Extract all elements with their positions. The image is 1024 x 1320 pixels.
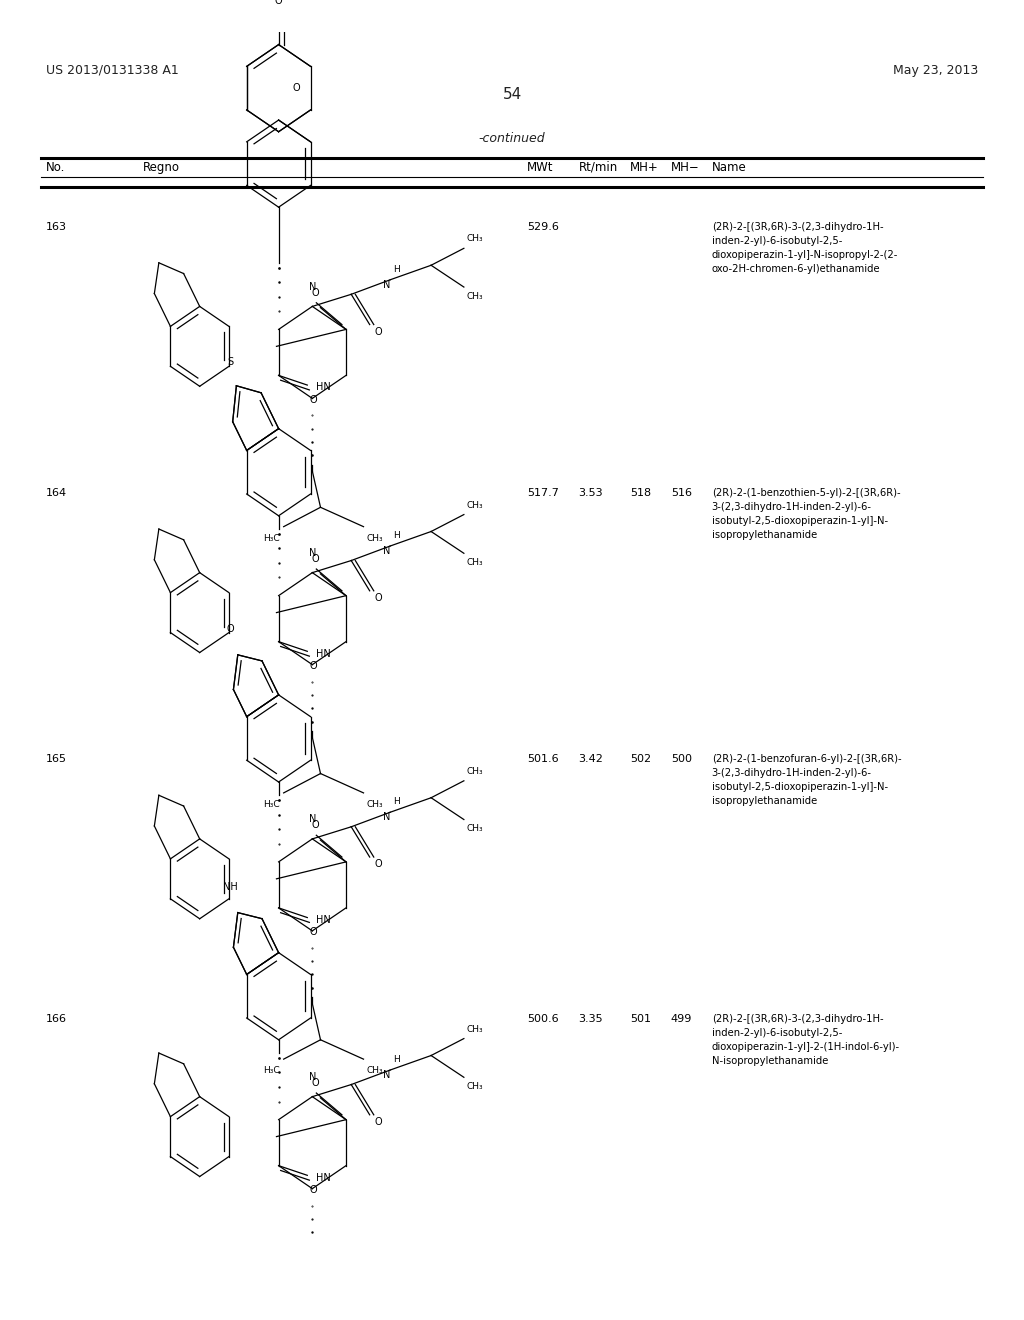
Text: H: H: [393, 797, 400, 807]
Text: MH−: MH−: [671, 161, 699, 174]
Text: 500: 500: [671, 754, 692, 764]
Text: N: N: [308, 282, 316, 292]
Text: 518: 518: [630, 488, 651, 498]
Text: CH₃: CH₃: [467, 1024, 483, 1034]
Text: CH₃: CH₃: [467, 292, 483, 301]
Text: O: O: [274, 0, 283, 5]
Text: HN: HN: [316, 383, 331, 392]
Text: O: O: [375, 1117, 382, 1127]
Text: 502: 502: [630, 754, 651, 764]
Text: O: O: [309, 395, 317, 405]
Text: CH₃: CH₃: [367, 800, 383, 809]
Text: O: O: [293, 83, 300, 94]
Text: -continued: -continued: [478, 132, 546, 145]
Text: 166: 166: [46, 1014, 68, 1024]
Text: 164: 164: [46, 488, 68, 498]
Text: H₃C: H₃C: [263, 533, 280, 543]
Text: H: H: [393, 1055, 400, 1064]
Text: US 2013/0131338 A1: US 2013/0131338 A1: [46, 63, 179, 77]
Text: NH: NH: [223, 882, 238, 892]
Text: O: O: [311, 554, 319, 564]
Text: O: O: [309, 927, 317, 937]
Text: 529.6: 529.6: [527, 222, 559, 232]
Text: CH₃: CH₃: [467, 558, 483, 568]
Text: N: N: [308, 814, 316, 825]
Text: CH₃: CH₃: [467, 767, 483, 776]
Text: O: O: [309, 1185, 317, 1195]
Text: Name: Name: [712, 161, 746, 174]
Text: 500.6: 500.6: [527, 1014, 559, 1024]
Text: CH₃: CH₃: [467, 500, 483, 510]
Text: 54: 54: [503, 87, 521, 102]
Text: N: N: [383, 1071, 391, 1080]
Text: MH+: MH+: [630, 161, 658, 174]
Text: CH₃: CH₃: [367, 533, 383, 543]
Text: May 23, 2013: May 23, 2013: [893, 63, 978, 77]
Text: N: N: [383, 812, 391, 822]
Text: 516: 516: [671, 488, 692, 498]
Text: HN: HN: [316, 915, 331, 925]
Text: O: O: [311, 1078, 319, 1088]
Text: N: N: [308, 1072, 316, 1082]
Text: O: O: [226, 624, 234, 634]
Text: N: N: [308, 548, 316, 558]
Text: HN: HN: [316, 1172, 331, 1183]
Text: 501.6: 501.6: [527, 754, 559, 764]
Text: H: H: [393, 265, 400, 273]
Text: 517.7: 517.7: [527, 488, 559, 498]
Text: 163: 163: [46, 222, 68, 232]
Text: 499: 499: [671, 1014, 692, 1024]
Text: Rt/min: Rt/min: [579, 161, 617, 174]
Text: O: O: [311, 821, 319, 830]
Text: H: H: [393, 531, 400, 540]
Text: N: N: [383, 280, 391, 289]
Text: HN: HN: [316, 648, 331, 659]
Text: Regno: Regno: [143, 161, 180, 174]
Text: O: O: [375, 593, 382, 603]
Text: (2R)-2-(1-benzofuran-6-yl)-2-[(3R,6R)-
3-(2,3-dihydro-1H-inden-2-yl)-6-
isobutyl: (2R)-2-(1-benzofuran-6-yl)-2-[(3R,6R)- 3…: [712, 754, 901, 807]
Text: 165: 165: [46, 754, 68, 764]
Text: No.: No.: [46, 161, 66, 174]
Text: N: N: [383, 546, 391, 556]
Text: S: S: [227, 358, 233, 367]
Text: H₃C: H₃C: [263, 1067, 280, 1076]
Text: 3.35: 3.35: [579, 1014, 603, 1024]
Text: 3.53: 3.53: [579, 488, 603, 498]
Text: 3.42: 3.42: [579, 754, 603, 764]
Text: O: O: [375, 327, 382, 337]
Text: (2R)-2-[(3R,6R)-3-(2,3-dihydro-1H-
inden-2-yl)-6-isobutyl-2,5-
dioxopiperazin-1-: (2R)-2-[(3R,6R)-3-(2,3-dihydro-1H- inden…: [712, 1014, 900, 1067]
Text: CH₃: CH₃: [467, 1082, 483, 1092]
Text: O: O: [309, 661, 317, 671]
Text: CH₃: CH₃: [467, 235, 483, 243]
Text: CH₃: CH₃: [467, 825, 483, 833]
Text: H₃C: H₃C: [263, 800, 280, 809]
Text: (2R)-2-[(3R,6R)-3-(2,3-dihydro-1H-
inden-2-yl)-6-isobutyl-2,5-
dioxopiperazin-1-: (2R)-2-[(3R,6R)-3-(2,3-dihydro-1H- inden…: [712, 222, 898, 273]
Text: O: O: [311, 288, 319, 298]
Text: O: O: [375, 859, 382, 870]
Text: (2R)-2-(1-benzothien-5-yl)-2-[(3R,6R)-
3-(2,3-dihydro-1H-inden-2-yl)-6-
isobutyl: (2R)-2-(1-benzothien-5-yl)-2-[(3R,6R)- 3…: [712, 488, 900, 540]
Text: MWt: MWt: [527, 161, 554, 174]
Text: CH₃: CH₃: [367, 1067, 383, 1076]
Text: 501: 501: [630, 1014, 651, 1024]
